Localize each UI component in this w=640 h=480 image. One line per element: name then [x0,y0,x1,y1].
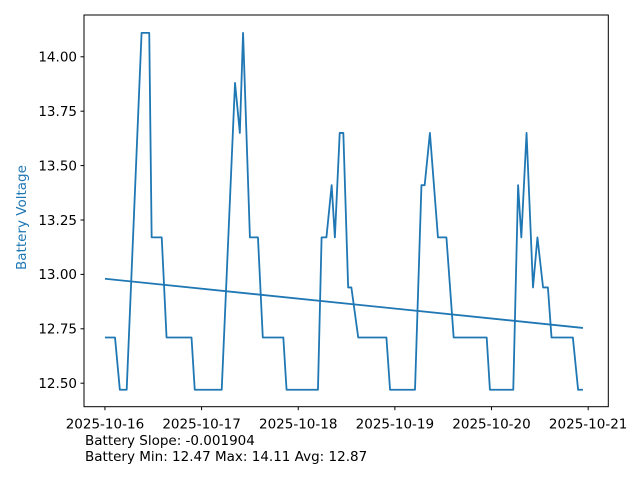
battery-voltage-line [104,31,583,391]
x-tick-label: 2025-10-19 [356,417,434,433]
y-tick-label: 13.25 [38,213,77,229]
x-tick-label: 2025-10-20 [452,417,530,433]
y-axis-label: Battery Voltage [14,165,30,270]
x-tick-label: 2025-10-16 [66,417,144,433]
y-tick-label: 12.75 [38,322,77,338]
plot-frame [83,14,609,408]
battery-stats-text: Battery Min: 12.47 Max: 14.11 Avg: 12.87 [85,449,368,465]
trend-line [104,277,584,329]
battery-slope-text: Battery Slope: -0.001904 [85,433,255,449]
y-tick-label: 12.50 [38,376,77,392]
x-tick-label: 2025-10-17 [162,417,240,433]
y-tick-label: 13.00 [38,267,77,283]
y-tick-label: 14.00 [38,50,77,66]
y-tick-label: 13.50 [38,158,77,174]
y-tick-label: 13.75 [38,104,77,120]
x-tick-label: 2025-10-21 [549,417,627,433]
x-tick-label: 2025-10-18 [259,417,337,433]
